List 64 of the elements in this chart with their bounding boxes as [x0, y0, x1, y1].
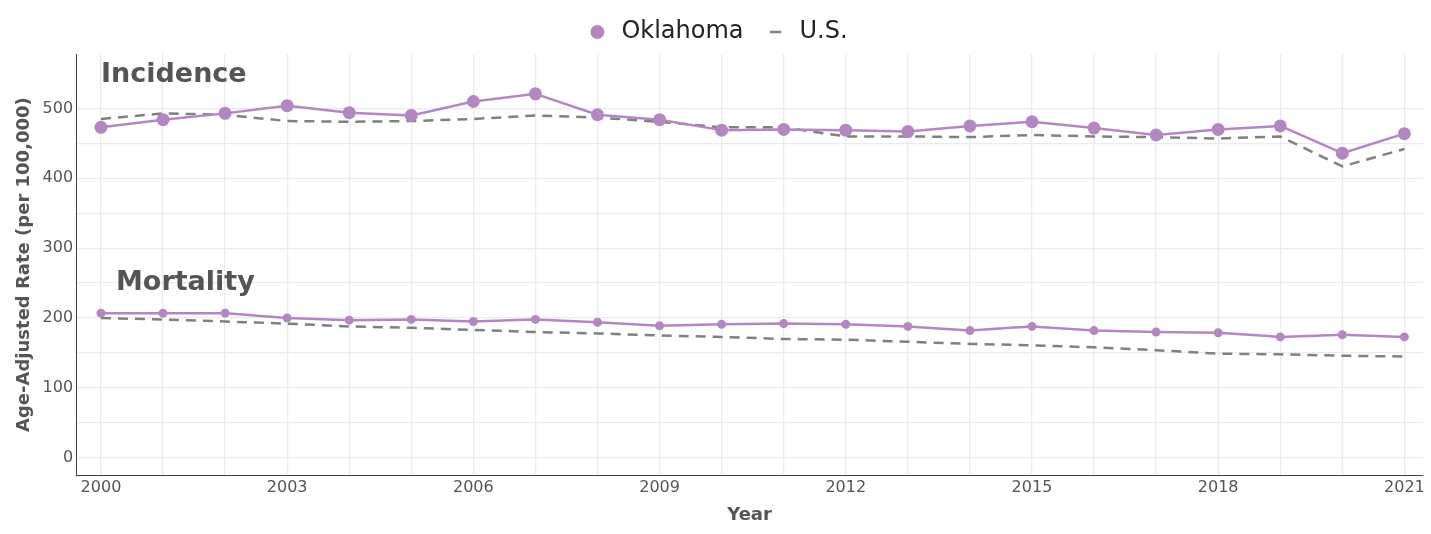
y-tick-label: 400 — [42, 167, 74, 187]
point — [1335, 146, 1349, 160]
point — [468, 317, 478, 327]
point — [218, 106, 232, 120]
point — [901, 125, 915, 139]
y-tick-label: 200 — [42, 307, 74, 327]
point — [779, 319, 789, 329]
point — [220, 308, 230, 318]
point — [1275, 332, 1285, 342]
point — [406, 314, 416, 324]
y-axis-title: Age-Adjusted Rate (per 100,000) — [12, 97, 34, 432]
point — [841, 319, 851, 329]
y-tick-label: 300 — [42, 237, 74, 257]
point — [282, 313, 292, 323]
point — [1025, 115, 1039, 129]
point — [158, 308, 168, 318]
point — [1213, 328, 1223, 338]
x-tick-label: 2006 — [453, 476, 494, 496]
legend-label: U.S. — [799, 16, 848, 45]
point — [342, 106, 356, 120]
x-tick-label: 2021 — [1384, 476, 1425, 496]
annotation: Incidence — [100, 57, 247, 89]
x-tick-label: 2015 — [1011, 476, 1053, 496]
point — [903, 321, 913, 331]
point — [466, 95, 480, 108]
y-tick-label: 0 — [62, 446, 74, 466]
point — [655, 321, 665, 331]
point — [1149, 128, 1163, 142]
point — [280, 99, 294, 113]
point — [1027, 321, 1037, 331]
point — [593, 317, 603, 327]
x-tick-label: 2018 — [1197, 476, 1239, 496]
x-axis-title: Year — [726, 502, 772, 524]
point — [1273, 119, 1287, 133]
point — [156, 113, 170, 127]
point — [1397, 127, 1411, 141]
point — [963, 119, 977, 133]
point — [777, 122, 791, 136]
x-tick-label: 2012 — [825, 476, 867, 496]
point — [1087, 121, 1101, 135]
x-tick-label: 2003 — [266, 476, 308, 496]
point — [1151, 327, 1161, 337]
point — [96, 308, 106, 318]
point — [404, 108, 418, 122]
point — [1337, 330, 1347, 340]
point — [528, 87, 542, 101]
point — [1399, 332, 1409, 342]
point — [965, 326, 975, 336]
annotation: Mortality — [115, 265, 256, 297]
point — [839, 123, 853, 137]
y-tick-label: 100 — [42, 377, 74, 397]
point — [1089, 326, 1099, 336]
x-tick-label: 2000 — [80, 476, 122, 496]
legend-label: Oklahoma — [621, 16, 744, 45]
point — [344, 315, 354, 325]
y-tick-label: 500 — [42, 97, 74, 117]
x-tick-label: 2009 — [639, 476, 680, 496]
point — [653, 113, 667, 127]
point — [591, 108, 605, 122]
point — [715, 123, 729, 137]
point — [94, 120, 108, 134]
point — [1211, 122, 1225, 136]
point — [717, 319, 727, 329]
point — [530, 314, 540, 324]
